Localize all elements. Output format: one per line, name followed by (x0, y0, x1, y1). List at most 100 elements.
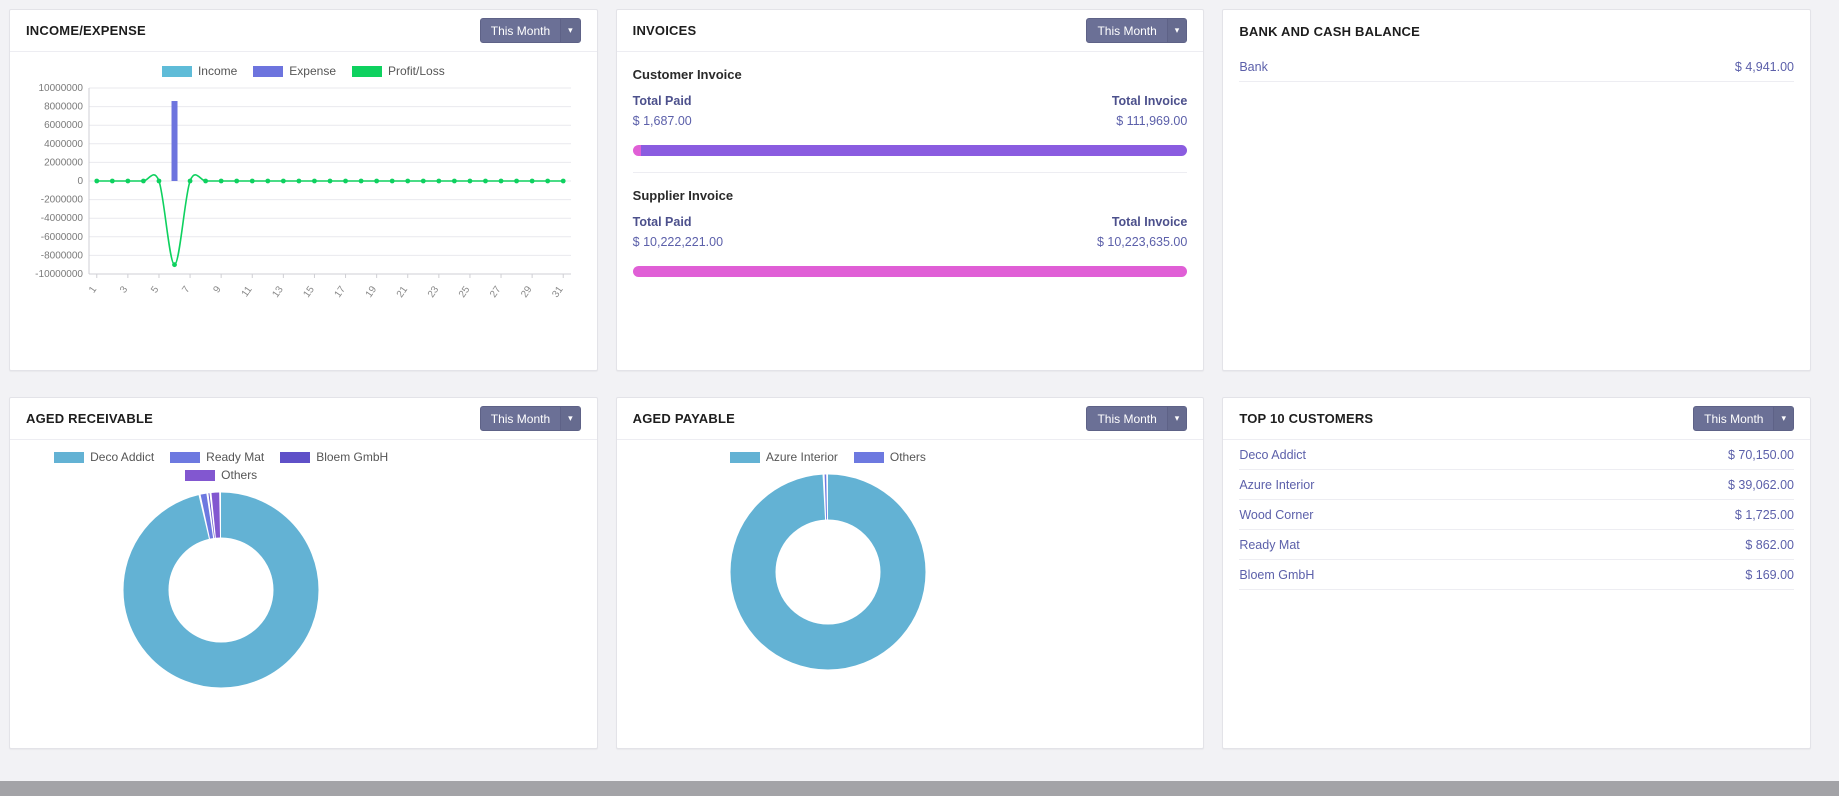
top-customers-period-dropdown[interactable]: This Month ▾ (1693, 406, 1794, 431)
period-label: This Month (1097, 411, 1157, 426)
total-invoice-label: Total Invoice (1111, 215, 1188, 229)
svg-text:11: 11 (240, 284, 255, 299)
legend-item: Profit/Loss (352, 64, 445, 78)
svg-text:10000000: 10000000 (39, 83, 84, 94)
legend-swatch (352, 65, 382, 77)
svg-text:4000000: 4000000 (44, 139, 83, 150)
customer-invoice-values: $ 1,687.00 $ 111,969.00 (633, 114, 1188, 128)
top-customers-header: TOP 10 CUSTOMERS This Month ▾ (1223, 398, 1810, 440)
legend-item: Expense (253, 64, 336, 78)
customer-link[interactable]: Ready Mat (1239, 538, 1300, 552)
period-label: This Month (1097, 23, 1157, 38)
income-expense-chart-area: Income Expense Profit/Loss 10000000 8000000… (10, 52, 597, 370)
period-label: This Month (1704, 411, 1764, 426)
invoices-body: Customer Invoice Total Paid Total Invoic… (617, 52, 1204, 279)
customer-invoice-progress-bar (632, 145, 1188, 156)
svg-text:27: 27 (488, 284, 504, 300)
bank-journal-link[interactable]: Bank (1239, 60, 1268, 74)
panel-invoices: INVOICES This Month ▾ Customer Invoice T… (615, 9, 1205, 371)
chevron-down-icon: ▾ (560, 19, 580, 42)
income-expense-legend: Income Expense Profit/Loss (161, 64, 445, 78)
aged-payable-chart-wrap: Azure Interior Others (617, 440, 1039, 670)
amount-value: $ 4,941.00 (1734, 60, 1794, 74)
aged-receivable-chart-wrap: Deco Addict Ready Mat Bloem GmbH Others (10, 440, 432, 688)
legend-label: Bloem GmbH (316, 450, 389, 464)
bank-balance-list: Bank $ 4,941.00 (1223, 52, 1810, 82)
legend-label: Azure Interior (765, 450, 838, 464)
total-paid-value: $ 10,222,221.00 (632, 235, 724, 249)
aged-receivable-donut-chart (123, 492, 319, 688)
svg-text:7: 7 (181, 284, 193, 295)
legend-label: Income (197, 64, 238, 78)
amount-value: $ 862.00 (1745, 538, 1794, 552)
customer-link[interactable]: Deco Addict (1239, 448, 1307, 462)
paid-progress-segment (632, 266, 1188, 277)
svg-text:9: 9 (212, 284, 224, 295)
aged-payable-legend: Azure Interior Others (729, 450, 926, 464)
total-invoice-value: $ 111,969.00 (1116, 114, 1188, 128)
aged-payable-header: AGED PAYABLE This Month ▾ (616, 398, 1204, 440)
svg-text:13: 13 (271, 284, 287, 300)
aged-payable-donut-chart (730, 474, 926, 670)
table-row: Azure Interior $ 39,062.00 (1239, 470, 1794, 500)
period-label: This Month (490, 411, 551, 426)
legend-item: Bloem GmbH (280, 450, 388, 464)
svg-text:21: 21 (395, 284, 411, 300)
legend-swatch (54, 451, 85, 463)
bank-header: BANK AND CASH BALANCE (1223, 10, 1810, 52)
aged-receivable-title: AGED RECEIVABLE (26, 411, 153, 426)
chevron-down-icon: ▾ (1166, 407, 1187, 430)
table-row: Wood Corner $ 1,725.00 (1239, 500, 1794, 530)
legend-label: Deco Addict (90, 450, 155, 464)
legend-swatch (161, 65, 192, 77)
top-customers-list: Deco Addict $ 70,150.00 Azure Interior $ 39… (1223, 440, 1810, 590)
svg-text:23: 23 (426, 284, 442, 300)
supplier-invoice-labels: Total Paid Total Invoice (633, 215, 1188, 229)
aged-payable-chart-area: Azure Interior Others (617, 440, 1204, 748)
legend-item: Others (853, 450, 926, 464)
legend-item: Deco Addict (54, 450, 154, 464)
aged-receivable-period-dropdown[interactable]: This Month ▾ (479, 406, 581, 431)
invoices-period-dropdown[interactable]: This Month ▾ (1086, 18, 1188, 43)
amount-value: $ 1,725.00 (1734, 508, 1794, 522)
svg-text:-4000000: -4000000 (41, 213, 84, 224)
customer-link[interactable]: Azure Interior (1239, 478, 1315, 492)
customer-link[interactable]: Bloem GmbH (1239, 568, 1315, 582)
panel-bank-cash-balance: BANK AND CASH BALANCE Bank $ 4,941.00 (1222, 9, 1811, 371)
svg-text:29: 29 (520, 284, 536, 300)
supplier-invoice-section: Supplier Invoice Total Paid Total Invoic… (632, 173, 1188, 279)
total-invoice-label: Total Invoice (1111, 94, 1188, 108)
panel-top-customers: TOP 10 CUSTOMERS This Month ▾ Deco Addic… (1222, 397, 1811, 749)
total-paid-label: Total Paid (632, 94, 692, 108)
table-row: Deco Addict $ 70,150.00 (1239, 440, 1794, 470)
svg-text:8000000: 8000000 (44, 102, 83, 113)
income-expense-header: INCOME/EXPENSE This Month ▾ (10, 10, 597, 52)
aged-receivable-header: AGED RECEIVABLE This Month ▾ (10, 398, 597, 440)
customer-invoice-heading: Customer Invoice (632, 67, 742, 82)
total-paid-value: $ 1,687.00 (632, 114, 692, 128)
total-invoice-value: $ 10,223,635.00 (1096, 235, 1188, 249)
income-expense-period-dropdown[interactable]: This Month ▾ (479, 18, 581, 43)
legend-swatch (280, 451, 311, 463)
legend-label: Others (889, 450, 926, 464)
due-progress-segment (641, 145, 1188, 156)
supplier-invoice-heading: Supplier Invoice (632, 188, 734, 203)
aged-payable-period-dropdown[interactable]: This Month ▾ (1086, 406, 1188, 431)
customer-invoice-section: Customer Invoice Total Paid Total Invoic… (632, 52, 1188, 173)
legend-item: Others (185, 468, 257, 482)
accounting-dashboard: INCOME/EXPENSE This Month ▾ Income Expens… (9, 9, 1811, 749)
chevron-down-icon: ▾ (1773, 407, 1793, 430)
legend-swatch (853, 451, 884, 463)
legend-label: Ready Mat (206, 450, 265, 464)
table-row: Bloem GmbH $ 169.00 (1239, 560, 1794, 590)
svg-text:17: 17 (333, 284, 349, 300)
top-customers-title: TOP 10 CUSTOMERS (1239, 411, 1374, 426)
svg-text:19: 19 (364, 284, 380, 300)
amount-value: $ 70,150.00 (1727, 448, 1794, 462)
period-label: This Month (490, 23, 551, 38)
customer-link[interactable]: Wood Corner (1239, 508, 1314, 522)
chevron-down-icon: ▾ (1166, 19, 1187, 42)
legend-item: Azure Interior (729, 450, 838, 464)
svg-text:3: 3 (118, 284, 130, 295)
customer-invoice-labels: Total Paid Total Invoice (633, 94, 1188, 108)
